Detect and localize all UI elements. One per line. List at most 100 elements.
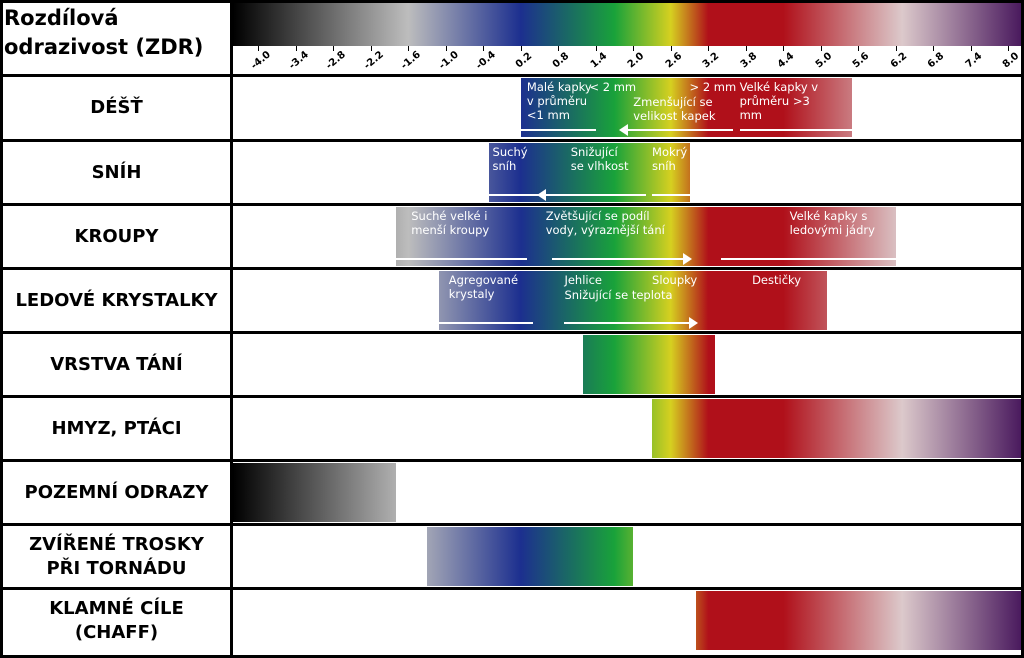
row-divider — [0, 267, 1024, 270]
tick-label: 6.8 — [926, 50, 947, 71]
row-divider — [0, 395, 1024, 398]
range-line — [395, 258, 527, 260]
band-annotation: < 2 mm — [589, 80, 637, 94]
tick-mark — [633, 46, 635, 51]
tick-mark — [745, 46, 747, 51]
tick-label: -4.0 — [249, 49, 273, 72]
band-annotation: Velké kapky v průměru >3 mm — [739, 80, 819, 122]
tick-mark — [858, 46, 860, 51]
tick-mark — [670, 46, 672, 51]
tick-mark — [445, 46, 447, 51]
header-title: Rozdílová odrazivost (ZDR) — [4, 6, 204, 59]
zdr-range-band — [695, 591, 1021, 650]
tick-label: -3.4 — [286, 49, 311, 72]
row-divider — [0, 331, 1024, 334]
band-annotation: Snižující se vlhkost — [570, 145, 629, 173]
band-annotation: Zmenšující se velikost kapek — [633, 95, 716, 123]
band-annotation: Snižující se teplota — [564, 288, 673, 302]
trend-arrow — [537, 189, 646, 201]
band-annotation: Velké kapky s ledovými jádry — [789, 209, 875, 237]
zdr-range-band — [439, 271, 828, 330]
tick-label: 2.6 — [663, 50, 685, 71]
tick-mark — [933, 46, 935, 51]
row-label: KLAMNÉ CÍLE (CHAFF) — [49, 597, 184, 643]
tick-label: -1.6 — [399, 49, 424, 72]
zdr-color-scale — [233, 3, 1021, 46]
column-divider — [230, 0, 233, 658]
range-line — [520, 129, 596, 131]
band-annotation: Destičky — [752, 273, 802, 287]
tick-mark — [558, 46, 560, 51]
zdr-range-band — [233, 463, 396, 522]
tick-label: 0.8 — [550, 50, 572, 71]
band-annotation: Suché velké i menší kroupy — [411, 209, 490, 237]
tick-label: -1.0 — [436, 49, 461, 72]
tick-mark — [895, 46, 897, 51]
range-line — [652, 194, 690, 196]
zdr-range-band — [395, 207, 896, 266]
band-annotation: Agregované krystaly — [448, 273, 519, 301]
row-divider — [0, 203, 1024, 206]
range-line — [489, 194, 540, 196]
tick-label: -0.4 — [474, 49, 499, 72]
tick-label: 7.4 — [963, 50, 985, 71]
tick-label: 6.2 — [888, 50, 910, 71]
row-label: ZVÍŘENÉ TROSKY PŘI TORNÁDU — [29, 533, 204, 579]
tick-label: 3.2 — [700, 50, 722, 71]
zdr-range-band — [426, 527, 634, 586]
row-label: POZEMNÍ ODRAZY — [24, 481, 209, 503]
trend-arrow — [618, 124, 734, 136]
row-divider — [0, 74, 1024, 77]
tick-mark — [520, 46, 522, 51]
row-label: LEDOVÉ KRYSTALKY — [15, 289, 218, 311]
tick-label: 5.6 — [851, 50, 872, 71]
band-annotation: > 2 mm — [689, 80, 737, 94]
row-label: SNÍH — [91, 161, 142, 183]
row-label: VRSTVA TÁNÍ — [50, 353, 183, 375]
band-annotation: Jehlice — [564, 273, 602, 287]
tick-mark — [370, 46, 372, 51]
row-label: HMYZ, PTÁCI — [51, 417, 182, 439]
range-line — [739, 129, 853, 131]
tick-mark — [408, 46, 410, 51]
tick-label: 1.4 — [588, 50, 610, 71]
tick-mark — [708, 46, 710, 51]
zdr-range-band — [652, 399, 1021, 458]
tick-label: -2.8 — [324, 49, 348, 72]
tick-label: 8.0 — [1001, 50, 1022, 71]
row-divider — [0, 139, 1024, 142]
range-line — [439, 322, 534, 324]
tick-label: -2.2 — [361, 49, 386, 72]
range-line — [720, 258, 896, 260]
band-annotation: Mokrý sníh — [652, 145, 688, 173]
tick-mark — [595, 46, 597, 51]
tick-label: 2.0 — [625, 50, 647, 71]
tick-label: 4.4 — [776, 50, 797, 71]
tick-mark — [333, 46, 335, 51]
zdr-range-band — [489, 143, 690, 202]
tick-label: 0.2 — [513, 50, 534, 71]
row-divider — [0, 523, 1024, 526]
band-annotation: Zvětšující se podíl vody, výraznější tán… — [545, 209, 665, 237]
band-annotation: Malé kapky v průměru <1 mm — [526, 80, 592, 122]
row-divider — [0, 587, 1024, 590]
tick-mark — [295, 46, 297, 51]
zdr-tick-axis: -4.0 -3.4 -2.8 -2.2 -1.6 -1.0 -0.4 0.2 0.8 1.4 2.0… — [233, 46, 1022, 76]
tick-mark — [258, 46, 260, 51]
row-label: KROUPY — [74, 225, 159, 247]
band-annotation: Sloupky — [652, 273, 698, 287]
tick-label: 5.0 — [813, 50, 835, 71]
row-label: DÉŠŤ — [90, 96, 143, 118]
trend-arrow — [551, 253, 692, 265]
tick-mark — [1008, 46, 1010, 51]
tick-mark — [483, 46, 485, 51]
band-annotation: Suchý sníh — [492, 145, 528, 173]
tick-label: 3.8 — [738, 50, 760, 71]
tick-mark — [783, 46, 785, 51]
tick-mark — [970, 46, 972, 51]
trend-arrow — [564, 317, 699, 329]
tick-mark — [820, 46, 822, 51]
zdr-range-band — [583, 335, 715, 394]
